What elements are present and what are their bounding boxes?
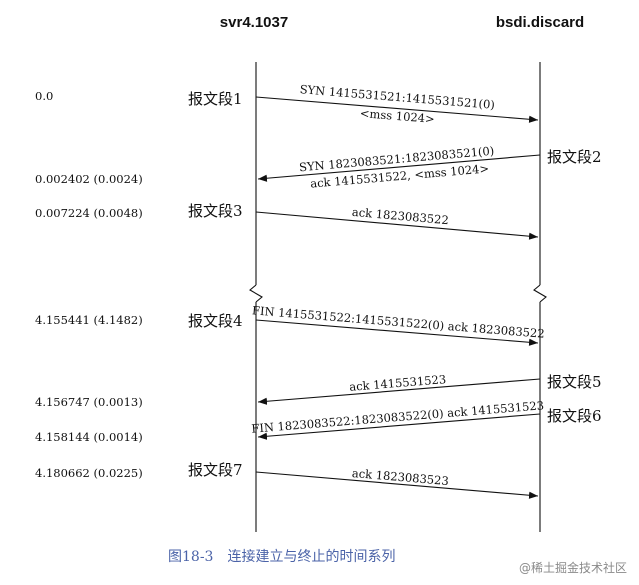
segment-label-4: 报文段4 xyxy=(188,312,243,330)
time-label: 0.0 xyxy=(35,89,53,103)
segment-1-text: SYN 1415531521:1415531521(0) xyxy=(299,82,495,112)
segment-label-7: 报文段7 xyxy=(188,461,243,479)
segment-label-2: 报文段2 xyxy=(547,148,602,166)
host-left-label: svr4.1037 xyxy=(220,14,288,31)
time-label: 4.156747 (0.0013) xyxy=(35,395,143,409)
host-right-label: bsdi.discard xyxy=(496,14,584,31)
message-texts: SYN 1415531521:1415531521(0) <mss 1024> … xyxy=(251,82,545,488)
time-label: 4.158144 (0.0014) xyxy=(35,430,143,444)
segment-3-arrow xyxy=(255,211,539,240)
segment-5-arrow xyxy=(257,378,541,405)
figure-caption: 图18-3 连接建立与终止的时间系列 xyxy=(168,548,395,565)
time-column: 0.0 0.002402 (0.0024) 0.007224 (0.0048) … xyxy=(35,89,143,480)
segment-1-text-line2: <mss 1024> xyxy=(359,106,435,126)
watermark-text: @稀土掘金技术社区 xyxy=(519,560,627,575)
segment-3-text: ack 1823083522 xyxy=(351,205,449,227)
segment-label-1: 报文段1 xyxy=(188,90,243,108)
segment-labels: 报文段1 报文段2 报文段3 报文段4 报文段5 报文段6 报文段7 xyxy=(188,90,602,479)
time-label: 4.155441 (4.1482) xyxy=(35,313,143,327)
segment-4-text: FIN 1415531522:1415531522(0) ack 1823083… xyxy=(251,303,545,340)
time-label: 0.007224 (0.0048) xyxy=(35,206,143,220)
segment-4-arrow xyxy=(255,319,539,346)
segment-label-3: 报文段3 xyxy=(188,202,243,220)
time-label: 4.180662 (0.0225) xyxy=(35,466,143,480)
left-timeline xyxy=(249,62,263,532)
segment-1-arrow xyxy=(255,96,539,123)
segment-2-arrow xyxy=(257,154,541,182)
segment-label-5: 报文段5 xyxy=(547,373,602,391)
segment-label-6: 报文段6 xyxy=(547,407,602,425)
segment-7-arrow xyxy=(255,471,539,499)
segment-6-arrow xyxy=(257,413,541,440)
time-label: 0.002402 (0.0024) xyxy=(35,172,143,186)
right-timeline xyxy=(533,62,547,532)
